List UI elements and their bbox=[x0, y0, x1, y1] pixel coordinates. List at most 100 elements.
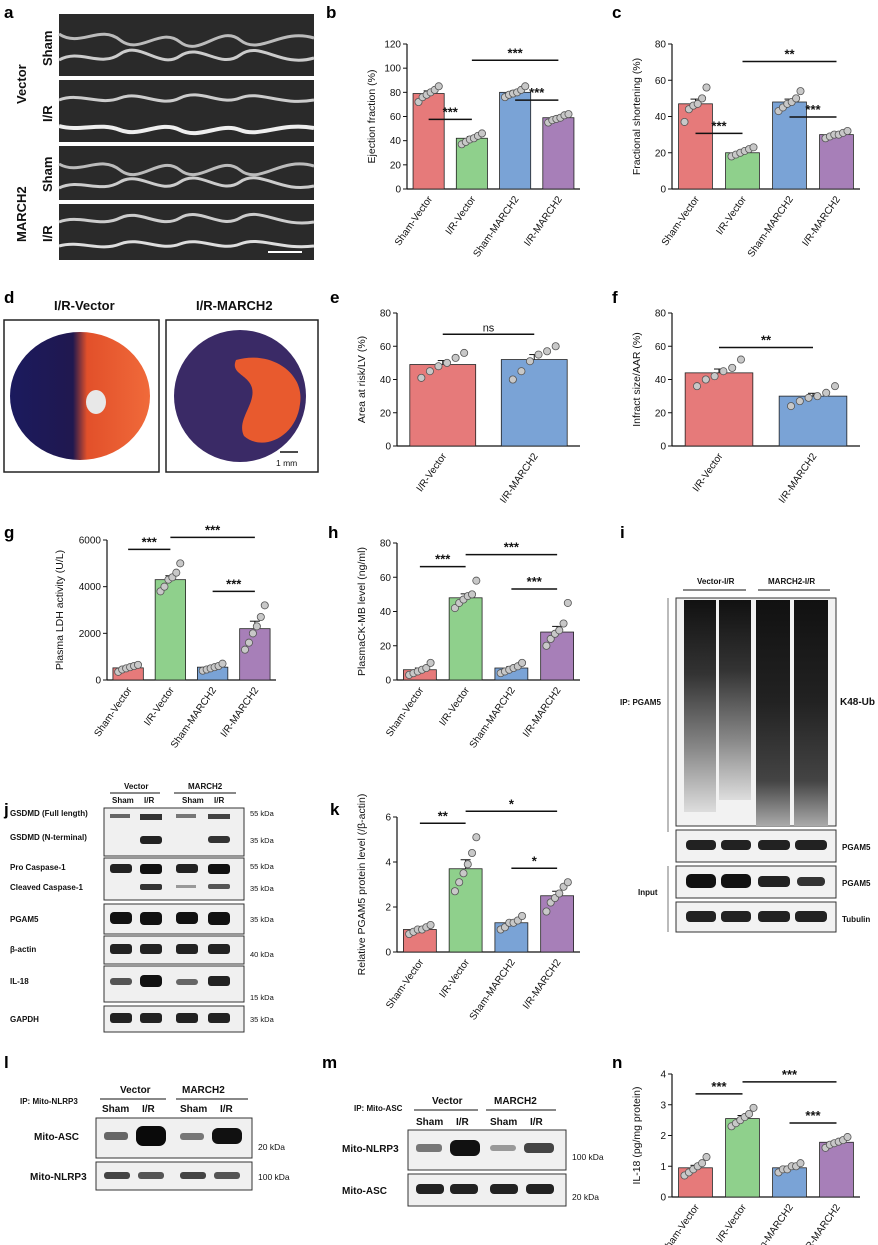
blot-j-kda-5: 40 kDa bbox=[250, 950, 275, 959]
chart-b-ytick-label: 100 bbox=[384, 64, 401, 75]
echo-group-march2: MARCH2 bbox=[14, 186, 29, 242]
blot-j-group-march2: MARCH2 bbox=[188, 782, 223, 791]
chart-c-ytick-label: 80 bbox=[655, 40, 667, 51]
chart-g-bar bbox=[154, 579, 186, 681]
chart-g-sig-label: *** bbox=[226, 576, 242, 591]
chart-g-ylabel: Plasma LDH activity (U/L) bbox=[54, 550, 66, 670]
chart-b-bar bbox=[499, 91, 532, 190]
blot-j-lane-sham-2: Sham bbox=[182, 796, 204, 805]
blot-j-row-0: GSDMD (Full length) bbox=[10, 809, 88, 818]
blot-j-kda-2: 55 kDa bbox=[250, 862, 275, 871]
blot-l-ip: IP: Mito-NLRP3 bbox=[20, 1097, 78, 1106]
blot-i-pgam5-input-label: PGAM5 bbox=[842, 879, 871, 888]
chart-k-point bbox=[542, 907, 551, 916]
chart-n-ytick-label: 3 bbox=[660, 1100, 666, 1111]
chart-n-bar bbox=[725, 1118, 760, 1198]
chart-f-ylabel: Infract size/AAR (%) bbox=[631, 332, 643, 427]
panel-letter-l: l bbox=[4, 1053, 9, 1072]
chart-c-sig-label: *** bbox=[711, 118, 727, 133]
chart-f-point bbox=[710, 372, 719, 381]
blot-l-group-vector: Vector bbox=[120, 1085, 151, 1096]
blot-j-row-3: Cleaved Caspase-1 bbox=[10, 883, 83, 892]
chart-b-bar bbox=[412, 93, 445, 190]
chart-g-ytick-label: 4000 bbox=[79, 582, 102, 593]
chart-k-sig-label: ** bbox=[438, 808, 449, 823]
chart-h-point bbox=[472, 576, 481, 585]
chart-e-ytick-label: 20 bbox=[380, 408, 392, 419]
blot-j-row-1: GSDMD (N-terminal) bbox=[10, 833, 87, 842]
chart-h-ytick-label: 80 bbox=[380, 539, 392, 550]
chart-k-ytick-label: 2 bbox=[385, 903, 391, 914]
chart-k-category-label: I/R-Vector bbox=[438, 957, 473, 1000]
panel-letter-h: h bbox=[328, 523, 338, 542]
chart-e: 0 20 40 60 80 Area at risk/LV (%) I/R-Vector I/… bbox=[356, 309, 580, 506]
panel-j-blot: Vector MARCH2 Sham I/R Sham I/R GSDMD (F… bbox=[10, 782, 275, 1033]
blot-i-lane-right: MARCH2-I/R bbox=[768, 577, 815, 586]
chart-b-point bbox=[564, 110, 573, 119]
chart-b-category-label: I/R-MARCH2 bbox=[522, 194, 565, 248]
chart-f: 0 20 40 60 80 Infract size/AAR (%) I/R-Vector I… bbox=[631, 309, 860, 506]
chart-f-ytick-label: 20 bbox=[655, 408, 667, 419]
chart-n-point bbox=[698, 1159, 707, 1168]
blot-m-kda2: 20 kDa bbox=[572, 1192, 599, 1202]
chart-k-point bbox=[518, 912, 527, 921]
chart-k-point bbox=[468, 849, 477, 858]
chart-h-point bbox=[468, 590, 477, 599]
chart-k-point bbox=[555, 889, 564, 898]
panel-letter-f: f bbox=[612, 288, 618, 307]
chart-c-ytick-label: 40 bbox=[655, 112, 667, 123]
chart-c-ytick-label: 20 bbox=[655, 148, 667, 159]
blot-j-row-2: Pro Caspase-1 bbox=[10, 863, 66, 872]
blot-j-kda-6: 15 kDa bbox=[250, 993, 275, 1002]
chart-h-category-label: Sham-MARCH2 bbox=[468, 685, 518, 750]
panel-a-echo: Vector MARCH2 Sham I/R Sham I/R bbox=[14, 14, 315, 260]
chart-k-category-label: Sham-MARCH2 bbox=[468, 957, 518, 1022]
chart-b-point bbox=[477, 129, 486, 138]
chart-f-point bbox=[804, 393, 813, 402]
panel-letter-g: g bbox=[4, 523, 14, 542]
chart-c-point bbox=[749, 143, 758, 152]
chart-n-category-label: Sham-MARCH2 bbox=[746, 1202, 796, 1245]
chart-f-ytick-label: 80 bbox=[655, 309, 667, 320]
chart-f-point bbox=[701, 375, 710, 384]
chart-n-ytick-label: 4 bbox=[660, 1070, 666, 1081]
blot-j-group-vector: Vector bbox=[124, 782, 148, 791]
chart-c-category-label: I/R-Vector bbox=[714, 194, 749, 237]
panel-letter-e: e bbox=[330, 288, 339, 307]
chart-e-point bbox=[460, 348, 469, 357]
panel-letter-j: j bbox=[3, 800, 9, 819]
chart-h-ytick-label: 0 bbox=[385, 676, 391, 687]
blot-m-group-march2: MARCH2 bbox=[494, 1096, 537, 1107]
chart-f-ytick-label: 60 bbox=[655, 342, 667, 353]
chart-k-ytick-label: 0 bbox=[385, 948, 391, 959]
panel-letter-b: b bbox=[326, 3, 336, 22]
chart-h-point bbox=[546, 634, 555, 643]
chart-n-sig-label: *** bbox=[805, 1108, 821, 1123]
blot-l-group-march2: MARCH2 bbox=[182, 1085, 225, 1096]
chart-c-point bbox=[698, 94, 707, 103]
chart-g-point bbox=[256, 613, 265, 622]
chart-h-point bbox=[426, 658, 435, 667]
chart-h-ytick-label: 40 bbox=[380, 607, 392, 618]
chart-h-ylabel: PlasmaCK-MB level (ng/ml) bbox=[356, 547, 368, 676]
chart-b-category-label: Sham-MARCH2 bbox=[471, 194, 521, 259]
blot-j-row-4: PGAM5 bbox=[10, 915, 39, 924]
blot-m-lane-sham-2: Sham bbox=[490, 1117, 517, 1128]
chart-c-category-label: Sham-Vector bbox=[660, 194, 703, 248]
chart-f-sig-label: ** bbox=[761, 333, 772, 348]
blot-j-lane-ir-1: I/R bbox=[144, 796, 154, 805]
chart-h-category-label: Sham-Vector bbox=[384, 685, 427, 739]
chart-b-point bbox=[434, 82, 443, 91]
blot-l-kda1: 20 kDa bbox=[258, 1142, 285, 1152]
panel-d-ttc: I/R-Vector I/R-MARCH2 1 mm bbox=[3, 298, 319, 473]
blot-j-kda-7: 35 kDa bbox=[250, 1015, 275, 1024]
chart-k-point bbox=[426, 921, 435, 930]
chart-n-ytick-label: 2 bbox=[660, 1131, 666, 1142]
chart-g-point bbox=[252, 622, 261, 631]
blot-l-row2: Mito-NLRP3 bbox=[30, 1172, 87, 1183]
chart-n-ytick-label: 0 bbox=[660, 1193, 666, 1204]
chart-f-point bbox=[795, 397, 804, 406]
chart-h-point bbox=[450, 604, 459, 613]
panel-m-blot: IP: Mito-ASC Vector MARCH2 Sham I/R Sham… bbox=[342, 1096, 604, 1207]
